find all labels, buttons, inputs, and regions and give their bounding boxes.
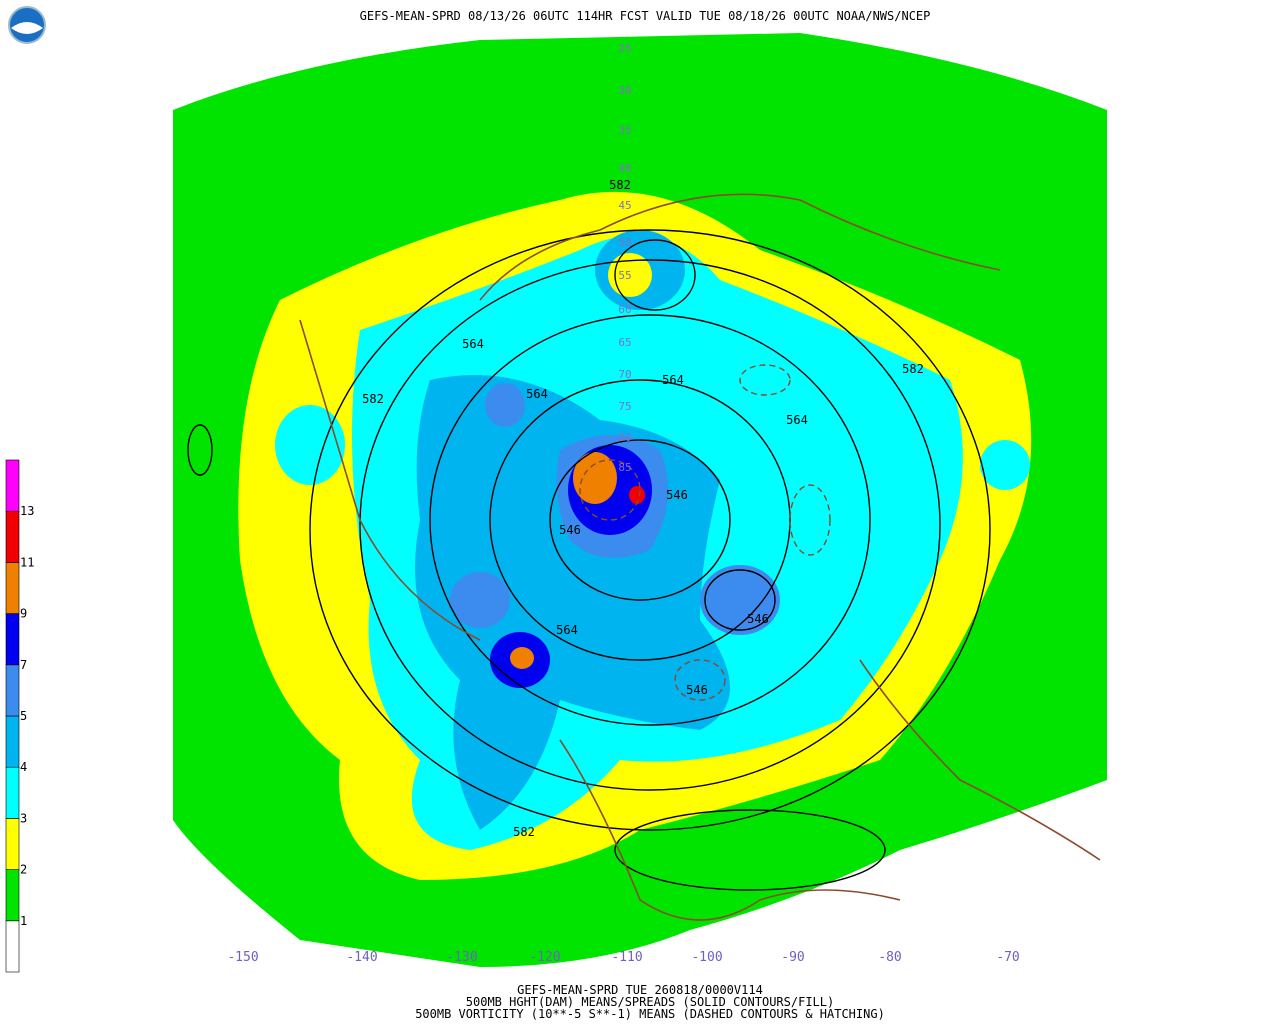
footer-line: 500MB HGHT(DAM) MEANS/SPREADS (SOLID CON… bbox=[466, 995, 834, 1009]
color-bar-segment bbox=[5, 715, 20, 768]
longitude-label: -70 bbox=[996, 950, 1019, 965]
latitude-label: 75 bbox=[618, 400, 631, 413]
color-bar-segment bbox=[5, 818, 20, 870]
latitude-label: 30 bbox=[618, 84, 631, 97]
longitude-label: -120 bbox=[529, 950, 560, 965]
longitude-label: -130 bbox=[446, 950, 477, 965]
contour-label: 564 bbox=[556, 623, 578, 637]
spread-fill-15 bbox=[700, 565, 780, 635]
latitude-label: 60 bbox=[618, 303, 631, 316]
footer-line: 500MB VORTICITY (10**-5 S**-1) MEANS (DA… bbox=[415, 1007, 885, 1021]
latitude-label: 80 bbox=[618, 431, 631, 444]
contour-label: 564 bbox=[662, 373, 684, 387]
color-bar-label: 1 bbox=[20, 914, 27, 928]
color-bar-segment bbox=[5, 459, 20, 512]
contour-label: 546 bbox=[559, 523, 581, 537]
spread-fill-8 bbox=[629, 486, 645, 504]
contour-label: 546 bbox=[666, 488, 688, 502]
color-bar-segment bbox=[5, 562, 20, 614]
color-bar-label: 7 bbox=[20, 658, 27, 672]
color-bar-segment bbox=[5, 920, 20, 973]
contour-label: 582 bbox=[513, 825, 535, 839]
spread-fill-16 bbox=[275, 405, 345, 485]
color-bar: 1 2 3 4 5 7 9 11 13 bbox=[5, 459, 34, 973]
longitude-label: -80 bbox=[878, 950, 901, 965]
latitude-label: 55 bbox=[618, 269, 631, 282]
spread-fill-12 bbox=[485, 383, 525, 427]
longitude-label: -140 bbox=[346, 950, 377, 965]
contour-label: 546 bbox=[686, 683, 708, 697]
latitude-label: 65 bbox=[618, 336, 631, 349]
longitude-label: -110 bbox=[611, 950, 642, 965]
latitude-label: 45 bbox=[618, 199, 631, 212]
color-bar-label: 9 bbox=[20, 607, 27, 621]
coastlines bbox=[299, 193, 1101, 921]
spread-fill-17 bbox=[980, 440, 1030, 490]
color-bar-label: 2 bbox=[20, 863, 27, 877]
color-bar-label: 3 bbox=[20, 811, 27, 825]
longitude-label: -100 bbox=[691, 950, 722, 965]
spread-fill-10 bbox=[510, 647, 534, 669]
latitude-label: 70 bbox=[618, 368, 631, 381]
latitude-label: 25 bbox=[618, 42, 631, 55]
height-contours bbox=[187, 229, 991, 891]
color-bar-segment bbox=[5, 613, 20, 666]
color-bar-segment bbox=[5, 510, 20, 563]
contour-label: 564 bbox=[786, 413, 808, 427]
color-bar-segment bbox=[5, 869, 20, 922]
color-bar-label: 5 bbox=[20, 709, 27, 723]
spread-fill-14 bbox=[608, 253, 652, 297]
contour-label: 546 bbox=[747, 612, 769, 626]
latitude-label: 40 bbox=[618, 162, 631, 175]
footer-line: GEFS-MEAN-SPRD TUE 260818/0000V114 bbox=[517, 983, 763, 997]
color-bar-label: 4 bbox=[20, 760, 27, 774]
contour-label: 564 bbox=[462, 337, 484, 351]
contour-label: 564 bbox=[526, 387, 548, 401]
title: GEFS-MEAN-SPRD 08/13/26 06UTC 114HR FCST… bbox=[360, 9, 931, 23]
color-bar-label: 13 bbox=[20, 504, 34, 518]
longitude-label: -90 bbox=[781, 950, 804, 965]
noaa-logo-bird bbox=[11, 22, 43, 34]
latitude-label: 85 bbox=[618, 461, 631, 474]
contour-label: 582 bbox=[609, 178, 631, 192]
color-bar-segment bbox=[5, 664, 20, 717]
longitude-label: -150 bbox=[227, 950, 258, 965]
color-bar-label: 11 bbox=[20, 555, 34, 569]
spread-fill-7 bbox=[573, 452, 617, 504]
map bbox=[173, 33, 1107, 967]
vorticity-contours bbox=[579, 364, 831, 701]
latitude-label: 50 bbox=[618, 236, 631, 249]
latitude-label: 35 bbox=[618, 124, 631, 137]
color-bar-segment bbox=[5, 766, 20, 819]
map-labels: -150 -140 -130 -120 -110 -100 -90 -80 -70 25 30 35 4… bbox=[227, 42, 1019, 965]
spread-fill-11 bbox=[450, 572, 510, 628]
contour-label: 582 bbox=[902, 362, 924, 376]
contour-label: 582 bbox=[362, 392, 384, 406]
